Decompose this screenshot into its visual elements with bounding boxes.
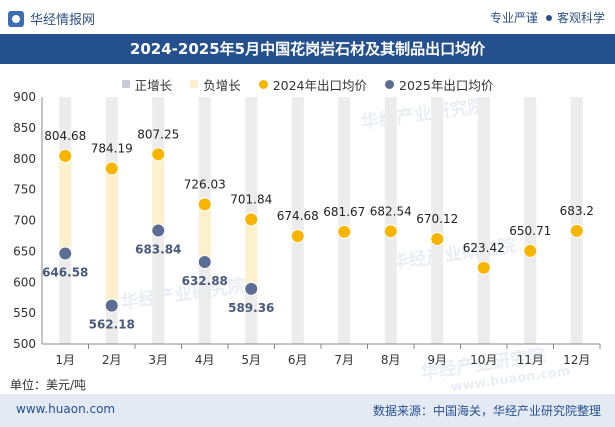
x-tick-label: 11月 bbox=[517, 353, 544, 367]
x-tick-label: 4月 bbox=[195, 353, 215, 367]
x-tick-label: 10月 bbox=[470, 353, 497, 367]
slogan: 专业严谨 客观科学 bbox=[490, 9, 605, 26]
point-2025 bbox=[197, 254, 212, 269]
x-tick-label: 5月 bbox=[241, 353, 261, 367]
brand[interactable]: 华经情报网 bbox=[8, 9, 95, 28]
point-2024 bbox=[151, 147, 166, 162]
legend-item-2025[interactable]: 2025年出口均价 bbox=[385, 75, 493, 94]
negative-growth-bar bbox=[198, 204, 211, 262]
legend-square-icon bbox=[121, 80, 130, 88]
data-label-2024: 807.25 bbox=[137, 127, 179, 141]
negative-growth-bar bbox=[245, 219, 258, 289]
top-bar: 华经情报网 专业严谨 客观科学 bbox=[0, 0, 615, 36]
legend-label: 负增长 bbox=[203, 77, 241, 93]
data-label-2024: 650.71 bbox=[509, 224, 551, 238]
y-tick-label: 800 bbox=[13, 152, 36, 166]
x-tick-label: 6月 bbox=[288, 353, 308, 367]
point-2024 bbox=[58, 148, 73, 163]
unit-label: 单位：美元/吨 bbox=[10, 378, 87, 392]
legend-item-2024[interactable]: 2024年出口均价 bbox=[258, 75, 368, 94]
bullet-icon bbox=[545, 15, 552, 21]
point-2024 bbox=[290, 229, 305, 244]
legend-dot-icon bbox=[385, 79, 395, 89]
point-2024 bbox=[383, 224, 398, 239]
x-tick-label: 3月 bbox=[148, 353, 168, 367]
point-2024 bbox=[476, 260, 491, 275]
point-2024 bbox=[104, 161, 119, 176]
negative-growth-bar bbox=[59, 155, 72, 254]
legend-label: 2024年出口均价 bbox=[272, 77, 368, 93]
data-label-2024: 726.03 bbox=[184, 177, 226, 191]
point-2024 bbox=[430, 231, 445, 246]
x-tick-label: 9月 bbox=[427, 353, 447, 367]
point-2025 bbox=[244, 281, 259, 296]
data-label-2024: 682.54 bbox=[370, 204, 412, 218]
legend-label: 正增长 bbox=[134, 77, 173, 93]
legend-label: 2025年出口均价 bbox=[399, 77, 494, 93]
data-label-2024: 623.42 bbox=[463, 241, 505, 255]
data-label-2024: 683.2 bbox=[560, 204, 594, 218]
legend-item-negative[interactable]: 负增长 bbox=[190, 75, 241, 94]
data-label-2024: 674.68 bbox=[277, 209, 319, 223]
brand-logo-icon bbox=[8, 10, 24, 27]
slogan-left: 专业严谨 bbox=[489, 11, 538, 25]
brand-name: 华经情报网 bbox=[30, 13, 96, 28]
point-2025 bbox=[58, 246, 73, 261]
data-label-2025: 562.18 bbox=[89, 318, 135, 332]
y-tick-label: 850 bbox=[13, 121, 36, 135]
background-column bbox=[291, 97, 304, 344]
y-tick-label: 900 bbox=[13, 90, 36, 104]
title-bar: 2024-2025年5月中国花岗岩石材及其制品出口均价 bbox=[0, 34, 615, 64]
x-tick-label: 12月 bbox=[563, 353, 590, 367]
data-label-2025: 683.84 bbox=[135, 242, 181, 256]
footer-source: 数据来源：中国海关，华经产业研究院整理 bbox=[372, 404, 601, 418]
y-tick-label: 700 bbox=[13, 214, 36, 228]
legend-square-icon bbox=[190, 80, 199, 88]
data-label-2025: 646.58 bbox=[42, 265, 88, 279]
footer: www.huaon.com 数据来源：中国海关，华经产业研究院整理 bbox=[0, 394, 615, 427]
data-label-2024: 701.84 bbox=[230, 192, 272, 206]
data-label-2024: 784.19 bbox=[91, 142, 133, 156]
x-tick-label: 7月 bbox=[334, 353, 354, 367]
legend-item-positive[interactable]: 正增长 bbox=[121, 75, 173, 94]
negative-growth-bar bbox=[152, 154, 165, 231]
y-tick-label: 650 bbox=[13, 244, 36, 258]
x-tick-label: 8月 bbox=[381, 353, 401, 367]
background-column bbox=[570, 97, 583, 344]
background-column bbox=[477, 97, 490, 344]
y-tick-label: 600 bbox=[13, 275, 36, 289]
point-2025 bbox=[104, 298, 119, 313]
background-column bbox=[338, 97, 351, 344]
point-2024 bbox=[337, 224, 352, 239]
x-tick-label: 2月 bbox=[102, 353, 122, 367]
point-2024 bbox=[244, 212, 259, 227]
negative-growth-bar bbox=[105, 168, 118, 306]
y-tick-label: 750 bbox=[13, 183, 36, 197]
point-2025 bbox=[151, 223, 166, 238]
chart-legend: 正增长 负增长 2024年出口均价 2025年出口均价 bbox=[0, 74, 615, 94]
y-tick-label: 500 bbox=[13, 337, 36, 351]
slogan-right: 客观科学 bbox=[556, 11, 605, 25]
point-2024 bbox=[569, 223, 584, 238]
footer-site-link[interactable]: www.huaon.com bbox=[16, 402, 116, 416]
data-label-2024: 670.12 bbox=[416, 212, 458, 226]
data-label-2024: 804.68 bbox=[44, 129, 86, 143]
chart-title: 2024-2025年5月中国花岗岩石材及其制品出口均价 bbox=[129, 40, 486, 58]
data-label-2025: 632.88 bbox=[182, 274, 228, 288]
point-2024 bbox=[523, 243, 538, 258]
data-label-2025: 589.36 bbox=[228, 301, 274, 315]
background-column bbox=[524, 97, 537, 344]
legend-dot-icon bbox=[258, 79, 268, 89]
y-tick-label: 550 bbox=[13, 306, 36, 320]
data-label-2024: 681.67 bbox=[323, 205, 365, 219]
x-tick-label: 1月 bbox=[55, 353, 75, 367]
point-2024 bbox=[197, 197, 212, 212]
background-column bbox=[384, 97, 397, 344]
background-column bbox=[431, 97, 444, 344]
